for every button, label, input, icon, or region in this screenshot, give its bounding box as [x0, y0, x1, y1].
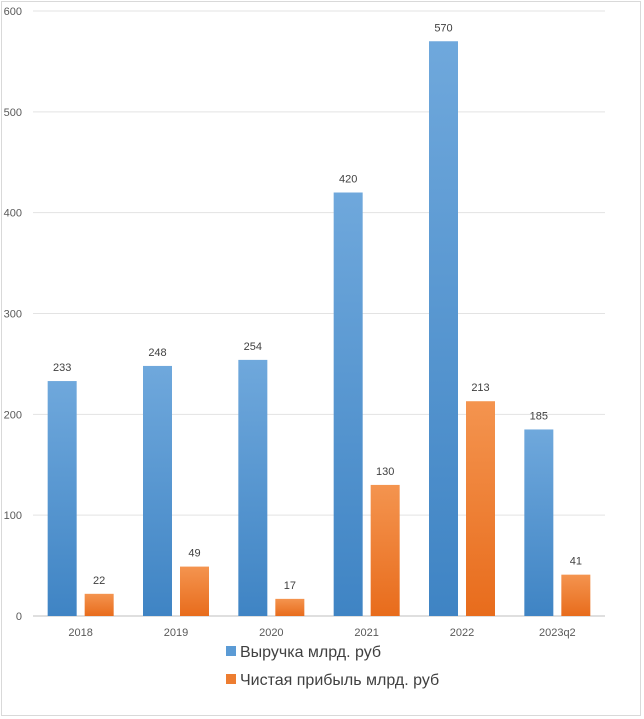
- y-tick-label: 300: [4, 309, 22, 321]
- data-label: 22: [93, 575, 105, 587]
- data-label: 130: [376, 466, 394, 478]
- x-tick-label: 2018: [68, 627, 92, 639]
- bar-net-profit: [370, 484, 400, 616]
- data-label: 233: [53, 362, 71, 374]
- data-label: 254: [244, 341, 262, 353]
- bar-net-profit: [466, 401, 495, 616]
- bar-revenue: [333, 192, 363, 616]
- bar-net-profit: [180, 566, 209, 616]
- legend-swatch-revenue: [226, 646, 236, 656]
- data-labels: 233 22 248 49 254 17 420 130 570 213 185 41: [53, 22, 582, 592]
- x-tick-label: 2021: [354, 627, 378, 639]
- legend-swatch-net-profit: [226, 674, 236, 684]
- bars: [47, 41, 591, 616]
- data-label: 248: [148, 347, 166, 359]
- gridlines: [33, 10, 605, 617]
- data-label: 17: [284, 580, 296, 592]
- y-tick-label: 0: [16, 611, 22, 623]
- data-label: 420: [339, 174, 357, 186]
- legend-label-revenue: Выручка млрд. руб: [240, 644, 381, 661]
- bar-net-profit: [561, 574, 591, 616]
- y-axis: 0 100 200 300 400 500 600: [4, 6, 22, 623]
- data-label: 570: [434, 22, 452, 34]
- legend-label-net-profit: Чистая прибыль млрд. руб: [240, 672, 439, 689]
- x-axis: 2018 2019 2020 2021 2022 2023q2: [68, 627, 575, 639]
- y-tick-label: 100: [4, 510, 22, 522]
- x-tick-label: 2020: [259, 627, 283, 639]
- y-tick-label: 500: [4, 107, 22, 119]
- y-tick-label: 600: [4, 6, 22, 18]
- data-label: 213: [471, 382, 489, 394]
- x-tick-label: 2019: [164, 627, 188, 639]
- data-label: 185: [530, 410, 548, 422]
- bar-revenue: [143, 365, 172, 616]
- bar-revenue: [47, 381, 77, 616]
- bar-revenue: [524, 429, 554, 616]
- y-tick-label: 200: [4, 409, 22, 421]
- x-tick-label: 2022: [450, 627, 474, 639]
- bar-net-profit: [275, 598, 305, 616]
- bar-revenue: [238, 359, 268, 616]
- legend: Выручка млрд. руб Чистая прибыль млрд. ру…: [226, 644, 439, 689]
- data-label: 49: [188, 548, 200, 560]
- y-tick-label: 400: [4, 208, 22, 220]
- bar-revenue: [429, 41, 458, 616]
- x-tick-label: 2023q2: [539, 627, 576, 639]
- data-label: 41: [570, 556, 582, 568]
- bar-net-profit: [84, 593, 114, 616]
